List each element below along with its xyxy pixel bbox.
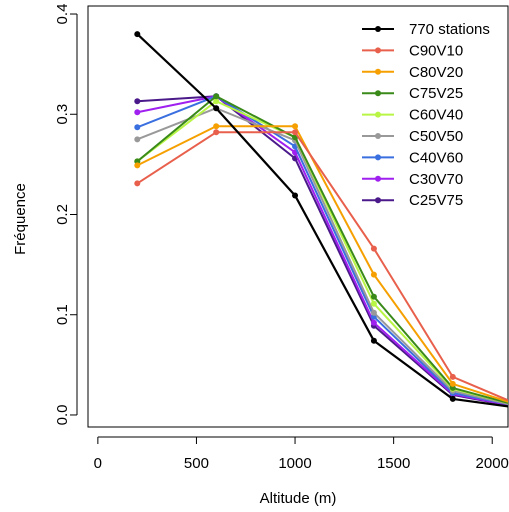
x-tick-label: 2000	[476, 455, 509, 472]
data-point	[134, 109, 141, 116]
data-point	[213, 105, 220, 112]
data-point	[370, 300, 377, 307]
legend-marker	[375, 197, 381, 204]
legend-label: C50V50	[409, 128, 463, 145]
data-point	[449, 380, 456, 387]
legend-item: C40V60	[362, 149, 463, 166]
legend-marker	[375, 26, 381, 32]
legend-label: C30V70	[409, 171, 463, 188]
data-point	[292, 192, 299, 199]
legend-item: C25V75	[362, 192, 463, 209]
data-point	[370, 319, 377, 326]
data-point	[370, 293, 377, 300]
series-line	[136, 131, 508, 402]
data-point	[213, 129, 220, 136]
data-point	[134, 162, 141, 169]
legend-label: C75V25	[409, 85, 463, 102]
legend-marker	[375, 154, 381, 161]
data-point	[213, 93, 220, 100]
series-770-stations	[134, 31, 508, 408]
data-point	[213, 98, 220, 105]
series-c90v10	[134, 129, 508, 402]
data-point	[449, 395, 456, 402]
data-point	[213, 123, 220, 130]
data-point	[370, 245, 377, 252]
y-axis: 0.0 0.1 0.2 0.3 0.4	[54, 4, 78, 426]
series-layer	[134, 31, 508, 408]
data-point	[134, 180, 141, 187]
series-line	[136, 107, 508, 406]
y-tick-label: 0.3	[54, 104, 71, 125]
legend-marker	[375, 47, 381, 54]
data-point	[134, 98, 141, 105]
legend-marker	[375, 111, 381, 118]
legend-label: C25V75	[409, 192, 463, 209]
legend-marker	[375, 133, 381, 139]
data-point	[370, 309, 377, 316]
legend-item: 770 stations	[362, 21, 490, 38]
y-axis-label: Fréquence	[12, 183, 29, 255]
legend-item: C75V25	[362, 85, 463, 102]
x-tick-label: 500	[184, 455, 209, 472]
x-tick-label: 1500	[377, 455, 410, 472]
series-line	[136, 95, 508, 406]
plot-area	[87, 5, 509, 428]
legend-label: C40V60	[409, 149, 463, 166]
data-point	[134, 31, 141, 38]
series-line	[136, 125, 508, 403]
x-axis-label: Altitude (m)	[260, 490, 337, 507]
y-tick-label: 0.0	[54, 405, 71, 426]
data-point	[134, 124, 141, 131]
x-tick-label: 0	[94, 455, 102, 472]
legend-item: C30V70	[362, 171, 463, 188]
legend-label: 770 stations	[409, 21, 490, 38]
legend-marker	[375, 90, 381, 97]
legend-item: C60V40	[362, 107, 463, 124]
data-point	[134, 136, 141, 143]
plot-frame	[87, 5, 509, 428]
series-c80v20	[134, 123, 508, 403]
legend-item: C50V50	[362, 128, 463, 145]
data-point	[292, 129, 299, 136]
x-axis: 0 500 1000 1500 2000	[94, 436, 509, 472]
series-line	[136, 95, 508, 404]
x-tick-label: 1000	[278, 455, 311, 472]
legend-marker	[375, 68, 381, 75]
data-point	[370, 271, 377, 278]
data-point	[370, 337, 377, 344]
legend-label: C80V20	[409, 64, 463, 81]
legend: 770 stations C90V10 C80V20 C75V25 C60V40 C50V…	[362, 21, 490, 209]
legend-marker	[375, 175, 381, 182]
y-tick-label: 0.1	[54, 304, 71, 325]
y-tick-label: 0.2	[54, 204, 71, 225]
y-tick-label: 0.4	[54, 4, 71, 25]
legend-item: C80V20	[362, 64, 463, 81]
legend-label: C60V40	[409, 107, 463, 124]
data-point	[292, 123, 299, 130]
series-line	[136, 33, 508, 408]
legend-item: C90V10	[362, 42, 463, 59]
legend-label: C90V10	[409, 42, 463, 59]
data-point	[449, 373, 456, 380]
